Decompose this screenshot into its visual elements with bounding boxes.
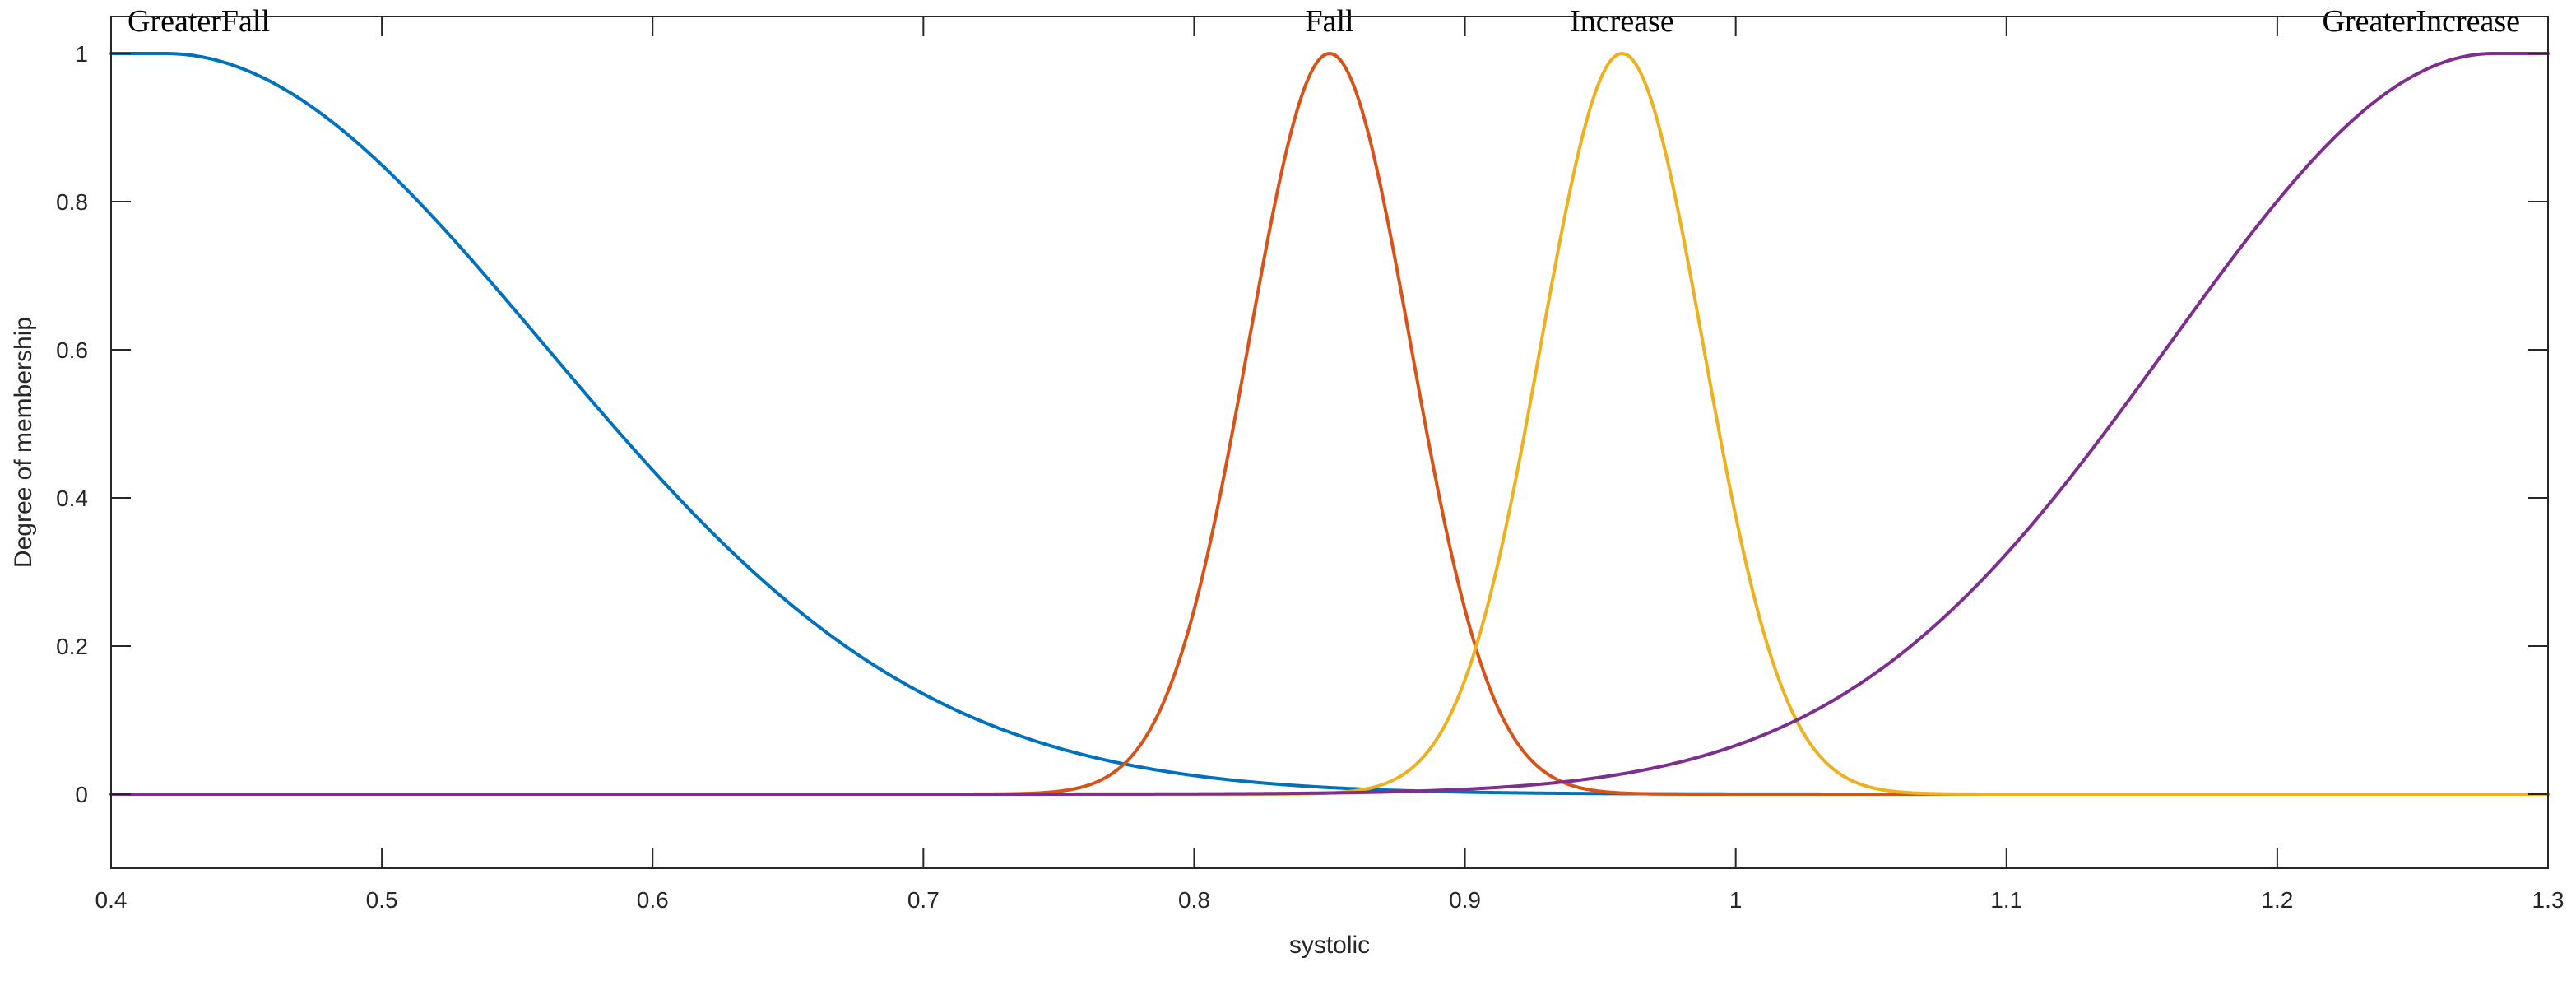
series-label-greaterfall: GreaterFall: [128, 4, 270, 39]
x-tick-label: 0.4: [95, 887, 128, 913]
series-label-increase: Increase: [1570, 4, 1674, 39]
x-tick-label: 1.1: [1990, 887, 2022, 913]
x-tick-label: 0.5: [366, 887, 398, 913]
x-tick-label: 1.2: [2261, 887, 2293, 913]
series-label-greaterincrease: GreaterIncrease: [2323, 4, 2520, 39]
y-tick-label: 0.2: [56, 634, 88, 659]
series-label-fall: Fall: [1305, 4, 1353, 39]
x-tick-label: 0.8: [1178, 887, 1210, 913]
plot-area-background: [111, 16, 2548, 868]
y-tick-label: 0.8: [56, 189, 88, 215]
y-tick-label: 1: [75, 41, 88, 67]
x-tick-label: 1: [1729, 887, 1743, 913]
y-tick-label: 0: [75, 782, 88, 807]
y-tick-label: 0.4: [56, 486, 88, 511]
series-layer: [109, 52, 2550, 796]
x-tick-label: 0.6: [637, 887, 669, 913]
y-axis-label: Degree of membership: [10, 317, 37, 568]
x-axis-label: systolic: [1289, 932, 1370, 959]
membership-label-layer: GreaterFall Fall Increase GreaterIncrease: [128, 4, 2520, 39]
axes-box: [110, 16, 2549, 869]
series-line-greaterincrease: [109, 52, 2550, 796]
y-axis-ticks: 0 0.2 0.4 0.6 0.8 1: [56, 41, 2548, 807]
x-tick-label: 0.9: [1449, 887, 1481, 913]
x-tick-label: 1.3: [2532, 887, 2564, 913]
x-tick-label: 0.7: [907, 887, 940, 913]
y-tick-label: 0.6: [56, 337, 88, 363]
x-axis-ticks: 0.4 0.5 0.6 0.7 0.8 0.9 1 1.1 1.2 1.3: [95, 16, 2564, 913]
